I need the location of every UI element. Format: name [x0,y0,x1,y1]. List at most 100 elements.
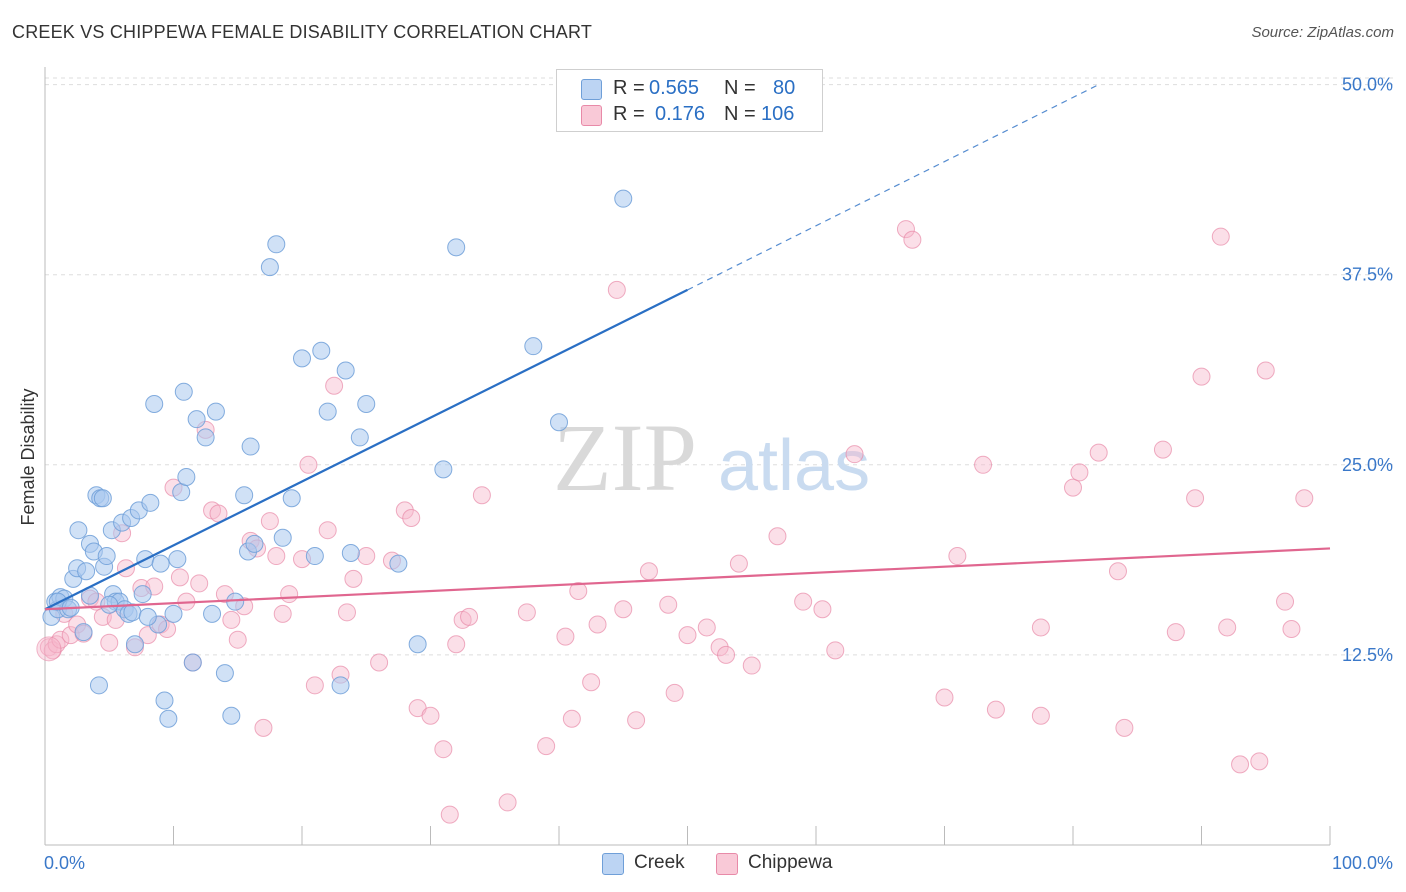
chippewa-point [582,673,601,692]
chippewa-point [337,603,356,622]
chippewa-point [678,626,697,645]
creek-point [93,489,112,508]
creek-point [203,604,222,623]
chippewa-point [357,547,376,566]
creek-point [89,676,108,695]
chippewa-point [935,688,954,707]
chippewa-point [659,595,678,614]
creek-point [177,467,196,486]
watermark-atlas: atlas [718,426,870,506]
creek-point [226,592,245,611]
legend: R = 0.565 N = 80 R = 0.176 N = 106 [556,69,823,132]
chippewa-point [826,641,845,660]
chippewa-point [903,230,922,249]
grid-lines [45,77,1393,656]
chippewa-point [1231,755,1250,774]
chippewa-point [607,280,626,299]
chippewa-point [440,805,459,824]
creek-point [336,361,355,380]
chippewa-point [1115,718,1134,737]
chart-title: CREEK VS CHIPPEWA FEMALE DISABILITY CORR… [12,22,593,42]
creek-legend-swatch [602,853,624,875]
creek-point [141,493,160,512]
creek-point [235,486,254,505]
chippewa-point [1192,367,1211,386]
chippewa-point [948,547,967,566]
y-tick-label: 25.0% [1342,455,1393,475]
chippewa-point [1031,706,1050,725]
creek-point [69,521,88,540]
chippewa-point [794,592,813,611]
source-label: Source: ZipAtlas.com [1251,24,1394,41]
chippewa-point [665,683,684,702]
creek-point [434,460,453,479]
creek-point [341,544,360,563]
creek-point [172,483,191,502]
creek-point [293,349,311,368]
y-tick-label: 12.5% [1342,645,1393,665]
chippewa-point [1211,227,1230,246]
chippewa-point [556,627,575,646]
creek-point [389,554,408,573]
creek-point [260,258,279,277]
legend-r-label: R = [613,103,645,125]
chippewa-point [222,610,241,629]
x-tick-label-max: 100.0% [1332,853,1393,873]
chippewa-point [267,547,286,566]
creek-point [164,604,183,623]
chippewa-point [1070,463,1089,482]
creek-point [187,410,206,429]
chippewa-r-value: 0.176 [655,103,706,125]
creek-point [155,691,174,710]
chippewa-point [100,633,119,652]
legend-r-label: R = [613,77,645,99]
chippewa-point [254,718,273,737]
chippewa-point [1064,478,1082,497]
chippewa-point [370,653,389,672]
chippewa-legend-swatch [716,853,738,875]
chippewa-point [1108,562,1127,581]
creek-point [305,547,324,566]
creek-point [357,394,376,413]
chippewa-point [170,568,189,587]
creek-point [159,709,178,728]
chippewa-point [1295,489,1314,508]
creek-point [524,337,543,356]
creek-point [138,607,157,626]
creek-point [282,489,301,508]
chippewa-point [460,607,479,626]
chippewa-point [974,455,993,474]
y-tick-label: 37.5% [1342,265,1393,285]
creek-point [273,528,292,547]
trend-lines [44,84,1331,611]
chippewa-n-value: 106 [761,103,795,125]
creek-point [331,676,350,695]
chippewa-point [588,615,607,634]
chippewa-point [697,618,716,637]
legend-n-label: N = [724,77,756,99]
chippewa-point [562,709,581,728]
chippewa-point [768,527,787,546]
creek-point [100,595,119,614]
chippewa-point [273,604,292,623]
creek-point [145,394,164,413]
creek-point [206,402,225,421]
x-tick-label-min: 0.0% [44,853,85,873]
creek-point [125,635,144,654]
chippewa-legend-label: Chippewa [748,852,833,873]
y-axis-label: Female Disability [18,388,38,525]
chippewa-point [742,656,761,675]
creek-point [312,341,331,360]
chippewa-point [627,711,646,730]
chippewa-point [325,376,344,395]
creek-point [222,706,241,725]
chippewa-trend-line [44,547,1331,611]
chippewa-point [845,445,864,464]
chippewa-point [395,501,414,520]
creek-point [241,437,260,456]
creek-point [267,235,286,254]
creek-point [408,635,427,654]
creek-point [97,547,116,566]
chippewa-point [280,585,299,604]
creek-point [614,189,633,208]
